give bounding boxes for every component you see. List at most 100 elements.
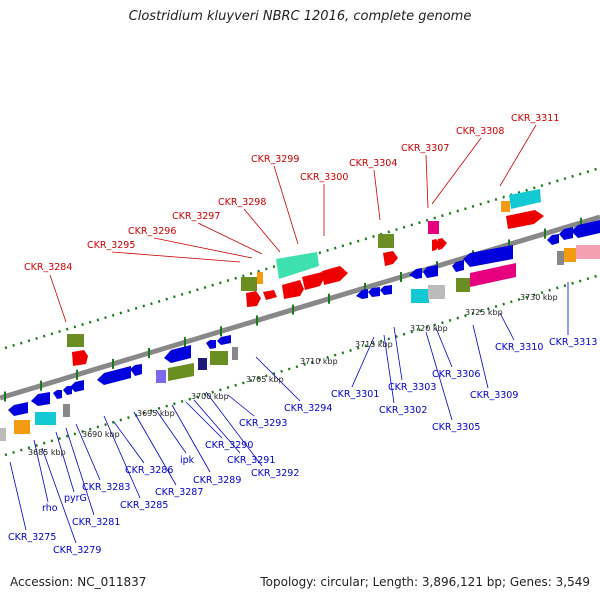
label-ckr-3284: CKR_3284 bbox=[24, 262, 72, 273]
gene-CKR_3310-a bbox=[456, 278, 470, 292]
label-ckr-3281: CKR_3281 bbox=[72, 517, 120, 528]
scale-label-3715-kbp: 3715 kbp bbox=[355, 340, 393, 349]
gene-CKR_3281-a bbox=[63, 386, 72, 395]
label-rho: rho bbox=[42, 503, 58, 514]
gene-CKR_3305-b bbox=[423, 265, 438, 278]
leader-ckr-3303 bbox=[393, 326, 403, 381]
label-ckr-3296: CKR_3296 bbox=[128, 226, 176, 237]
genome-summary-text: Topology: circular; Length: 3,896,121 bp… bbox=[260, 575, 590, 589]
gene-CKR_3294 bbox=[217, 335, 231, 345]
leader-ckr-3310 bbox=[499, 312, 515, 341]
label-pyrg: pyrG bbox=[64, 493, 87, 504]
gene-CKR_3291 bbox=[210, 351, 228, 365]
leader-ckr-3305 bbox=[425, 331, 453, 421]
label-ckr-3308: CKR_3308 bbox=[456, 126, 504, 137]
gene-CKR_3302 bbox=[368, 287, 380, 297]
label-ckr-3302: CKR_3302 bbox=[379, 405, 427, 416]
gene-CKR_3306 bbox=[428, 285, 445, 299]
label-ckr-3301: CKR_3301 bbox=[331, 389, 379, 400]
leader-ckr-3304 bbox=[373, 169, 381, 221]
label-ckr-3291: CKR_3291 bbox=[227, 455, 275, 466]
reverse-genes bbox=[0, 220, 600, 441]
gene-pyrG bbox=[53, 390, 62, 399]
bottom-gene-labels: CKR_3275 rho CKR_3279 pyrG CKR_3281 CKR_3283 C… bbox=[8, 337, 597, 556]
gene-CKR_3308-b bbox=[438, 238, 447, 250]
leader-ckr-3289 bbox=[171, 404, 211, 473]
gene-CKR_3290 bbox=[198, 358, 207, 370]
leader-ckr-3308 bbox=[431, 137, 482, 205]
leader-ipk bbox=[155, 409, 187, 454]
accession-text: Accession: NC_011837 bbox=[10, 575, 147, 589]
label-leader-lines bbox=[9, 124, 569, 544]
label-ckr-3299: CKR_3299 bbox=[251, 154, 299, 165]
label-ckr-3287: CKR_3287 bbox=[155, 487, 203, 498]
gene-CKR_3311-c bbox=[506, 210, 544, 229]
gene-CKR_3311-b bbox=[501, 201, 510, 212]
label-ckr-3307: CKR_3307 bbox=[401, 143, 449, 154]
label-ckr-3292: CKR_3292 bbox=[251, 468, 299, 479]
label-ckr-3305: CKR_3305 bbox=[432, 422, 480, 433]
label-ckr-3310: CKR_3310 bbox=[495, 342, 543, 353]
leader-ckr-3299 bbox=[273, 165, 299, 245]
leader-ckr-3307 bbox=[425, 154, 429, 209]
gene-CKR_3300-b bbox=[302, 272, 324, 290]
leader-ckr-3311 bbox=[499, 124, 537, 187]
gene-CKR_3289 bbox=[168, 363, 194, 381]
leader-ckr-3302 bbox=[383, 334, 395, 404]
leader-ckr-3309 bbox=[472, 324, 489, 389]
gene-CKR_3313-b bbox=[559, 227, 573, 240]
gene-CKR_3313-d bbox=[557, 251, 564, 265]
gene-CKR_3305-c bbox=[411, 289, 429, 303]
gene-CKR_3303 bbox=[380, 285, 392, 295]
scale-label-3730-kbp: 3730 kbp bbox=[520, 293, 558, 302]
label-ckr-3309: CKR_3309 bbox=[470, 390, 518, 401]
leader-ckr-3301 bbox=[351, 336, 375, 388]
label-ckr-3297: CKR_3297 bbox=[172, 211, 220, 222]
leader-ckr-3283 bbox=[75, 423, 101, 481]
leader-rho bbox=[33, 439, 49, 503]
leader-ckr-3285 bbox=[103, 415, 141, 499]
label-ckr-3306: CKR_3306 bbox=[432, 369, 480, 380]
label-ckr-3285: CKR_3285 bbox=[120, 500, 168, 511]
leader-ckr-3296 bbox=[153, 237, 253, 259]
top-gene-labels: CKR_3284 CKR_3295 CKR_3296 CKR_3297 CKR_3298… bbox=[24, 113, 559, 273]
leader-ckr-3293 bbox=[227, 394, 255, 417]
label-ckr-3298: CKR_3298 bbox=[218, 197, 266, 208]
label-ckr-3300: CKR_3300 bbox=[300, 172, 348, 183]
gene-CKR_3309-b bbox=[463, 245, 513, 267]
gene-CKR_3299 bbox=[276, 252, 319, 279]
leader-ckr-3279 bbox=[41, 447, 77, 544]
gene-CKR_3292 bbox=[232, 347, 238, 360]
scale-label-3710-kbp: 3710 kbp bbox=[300, 357, 338, 366]
gene-CKR_3296 bbox=[257, 272, 263, 284]
gene-CKR_3287 bbox=[156, 370, 166, 383]
leader-ckr-3292 bbox=[205, 391, 263, 467]
gene-CKR_3297 bbox=[246, 291, 261, 307]
gene-CKR_3313-a bbox=[547, 234, 559, 245]
gene-CKR_3275-c bbox=[14, 420, 30, 434]
gene-CKR_3310-b bbox=[470, 263, 516, 287]
leader-pyrg bbox=[55, 431, 75, 493]
kbp-scale-labels: 3685 kbp 3690 kbp 3695 kbp 3700 kbp 3705 kbp… bbox=[28, 293, 558, 457]
gene-CKR_3298 bbox=[263, 290, 277, 300]
scale-label-3725-kbp: 3725 kbp bbox=[465, 308, 503, 317]
scale-label-3695-kbp: 3695 kbp bbox=[137, 409, 175, 418]
gene-CKR_3284 bbox=[67, 334, 84, 347]
leader-ckr-3306 bbox=[435, 327, 453, 368]
label-ckr-3275: CKR_3275 bbox=[8, 532, 56, 543]
gene-CKR_3300-a bbox=[282, 280, 304, 299]
gene-CKR_3279 bbox=[35, 412, 56, 425]
scale-label-3700-kbp: 3700 kbp bbox=[191, 392, 229, 401]
gene-CKR_3304 bbox=[378, 234, 394, 248]
label-ckr-3293: CKR_3293 bbox=[239, 418, 287, 429]
leader-ckr-3275 bbox=[9, 461, 27, 531]
gene-CKR_3307 bbox=[428, 221, 439, 234]
label-ipk: ipk bbox=[180, 455, 195, 466]
gene-CKR_3284-b bbox=[72, 350, 88, 366]
gene-CKR_3285 bbox=[97, 366, 131, 385]
label-ckr-3311: CKR_3311 bbox=[511, 113, 559, 124]
gene-CKR_3286 bbox=[130, 364, 142, 376]
leader-ckr-3287 bbox=[133, 411, 177, 486]
label-ckr-3289: CKR_3289 bbox=[193, 475, 241, 486]
gene-CKR_3275 bbox=[8, 402, 28, 416]
